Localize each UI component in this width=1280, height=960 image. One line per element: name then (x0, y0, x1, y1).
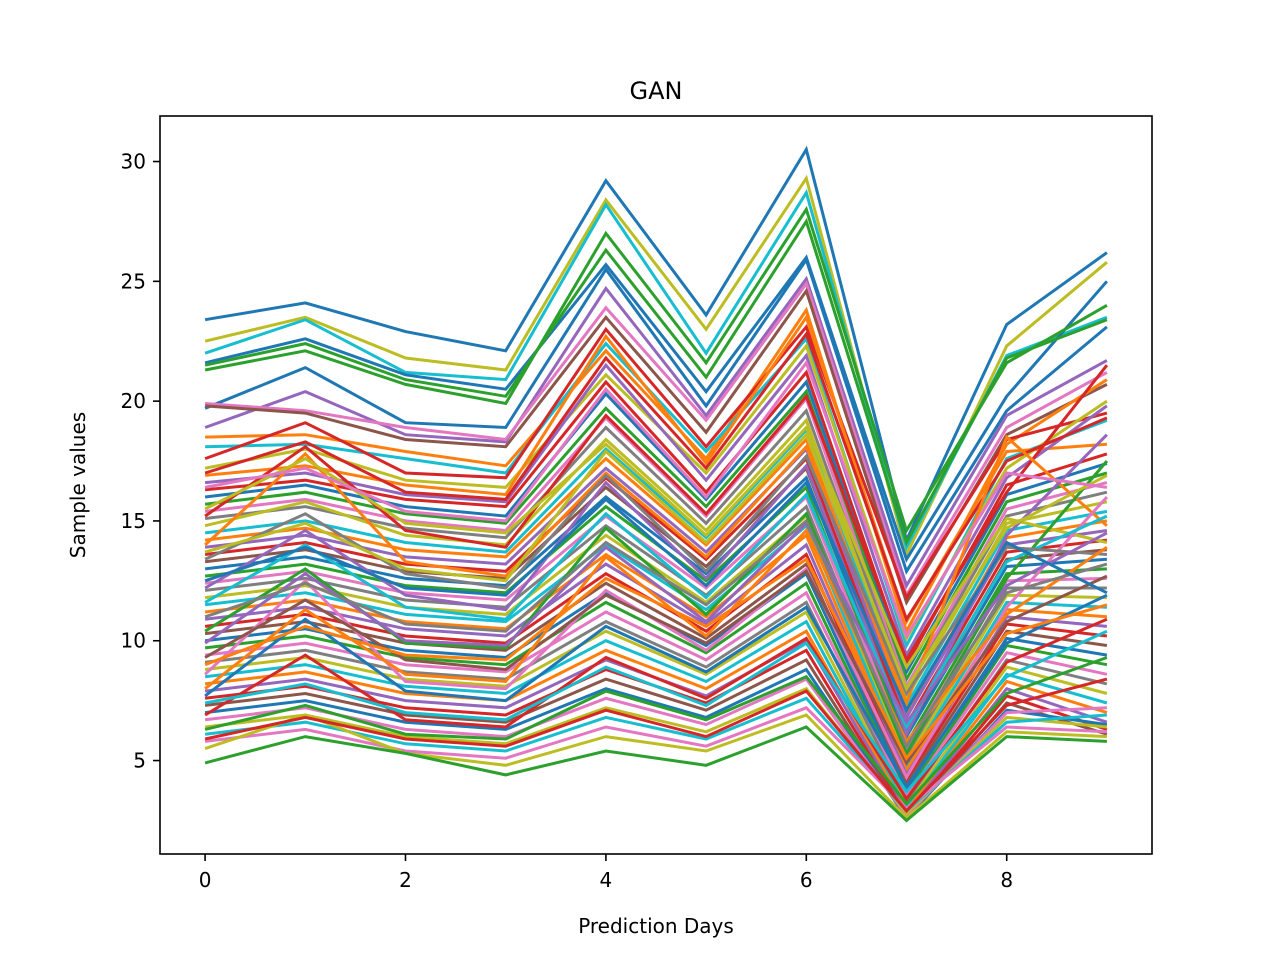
series-line-54 (204, 725, 1107, 823)
series-line-43 (204, 619, 1108, 812)
series-line-7 (204, 256, 1108, 575)
y-tick-label: 30 (121, 150, 146, 174)
series-line-64 (204, 569, 1108, 766)
series-layer (204, 145, 1109, 823)
y-axis: 5 10 15 20 25 30 (121, 150, 160, 773)
series-line-56 (204, 330, 1108, 623)
y-tick-label: 10 (121, 629, 146, 653)
series-line-70 (204, 656, 1108, 807)
series-line-8 (204, 275, 1108, 590)
x-axis-title: Prediction Days (578, 914, 734, 938)
series-line-13 (204, 323, 1108, 601)
chart-title: GAN (630, 77, 683, 105)
series-line-62 (204, 491, 1108, 731)
y-tick-label: 20 (121, 389, 146, 413)
series-line-20 (204, 395, 1108, 690)
series-line-68 (204, 520, 1108, 726)
x-tick-label: 8 (1000, 868, 1013, 892)
series-line-57 (204, 434, 1108, 708)
series-line-73 (204, 518, 1108, 750)
series-line-72 (204, 359, 1108, 640)
series-line-26 (204, 455, 1108, 729)
series-line-47 (204, 657, 1108, 821)
x-tick-label: 2 (399, 868, 412, 892)
series-line-39 (204, 580, 1108, 798)
series-line-63 (204, 453, 1108, 697)
series-line-15 (204, 313, 1108, 626)
y-tick-label: 25 (121, 269, 146, 293)
series-line-9 (204, 280, 1108, 599)
y-axis-title: Sample values (66, 412, 90, 558)
series-line-71 (204, 629, 1108, 795)
x-axis: 0 2 4 6 8 (199, 854, 1013, 892)
y-tick-label: 15 (121, 509, 146, 533)
series-line-69 (204, 431, 1108, 693)
series-line-6 (204, 217, 1108, 547)
series-line-65 (204, 593, 1108, 790)
series-line-4 (204, 254, 1109, 563)
series-line-18 (204, 379, 1108, 676)
series-line-75 (204, 479, 1108, 714)
y-tick-label: 5 (133, 749, 146, 773)
x-tick-label: 0 (199, 868, 212, 892)
series-line-44 (204, 629, 1108, 814)
axes-frame (159, 115, 1153, 855)
series-line-5 (204, 205, 1108, 535)
series-line-66 (204, 617, 1108, 802)
series-line-74 (204, 677, 1108, 814)
series-line-42 (204, 609, 1108, 809)
series-line-53 (204, 713, 1107, 821)
series-line-76 (204, 557, 1108, 761)
series-line-52 (204, 706, 1107, 811)
series-line-59 (204, 433, 1108, 738)
x-tick-label: 4 (600, 868, 613, 892)
series-line-1 (204, 145, 1108, 545)
x-tick-label: 6 (800, 868, 813, 892)
